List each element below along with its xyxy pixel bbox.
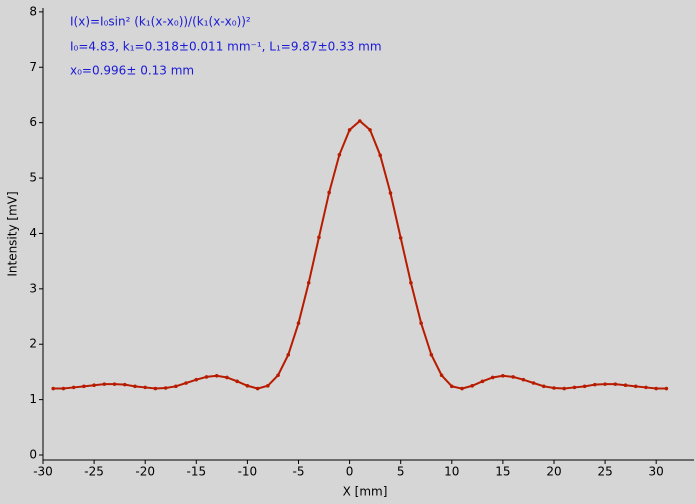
x-tick-label: -30 xyxy=(33,465,53,479)
data-point xyxy=(644,385,648,390)
data-point xyxy=(439,373,444,378)
data-point xyxy=(613,382,618,386)
data-point xyxy=(552,386,556,390)
data-point xyxy=(306,280,311,285)
data-point xyxy=(143,385,147,390)
data-point xyxy=(163,386,168,390)
data-point xyxy=(419,321,423,325)
data-point xyxy=(501,374,505,378)
data-point xyxy=(541,384,546,389)
data-point xyxy=(490,375,495,380)
x-tick-label: 25 xyxy=(597,465,612,479)
y-tick-label: 7 xyxy=(29,60,37,74)
data-point xyxy=(531,381,536,385)
data-point xyxy=(623,383,628,388)
data-point xyxy=(654,386,658,391)
data-point xyxy=(122,382,127,387)
x-tick-label: 20 xyxy=(546,465,561,479)
y-tick-label: 4 xyxy=(29,226,37,240)
data-point xyxy=(429,352,434,357)
x-tick-label: -10 xyxy=(238,465,258,479)
y-tick-label: 6 xyxy=(29,115,37,129)
x-tick-label: 10 xyxy=(444,465,459,479)
data-point xyxy=(327,190,331,195)
x-tick-label: 0 xyxy=(346,465,354,479)
data-point xyxy=(82,384,86,389)
data-point xyxy=(337,152,342,157)
data-point xyxy=(347,128,352,132)
data-point xyxy=(194,377,199,382)
x-tick-label: 30 xyxy=(649,465,664,479)
data-point xyxy=(133,384,137,389)
data-point xyxy=(593,382,597,387)
data-point xyxy=(51,386,56,391)
data-point xyxy=(572,385,577,390)
data-point xyxy=(184,381,188,385)
data-point xyxy=(470,383,475,388)
data-point xyxy=(174,384,178,389)
x-axis-label: X [mm] xyxy=(343,485,388,499)
data-point xyxy=(255,386,260,391)
data-point xyxy=(61,386,66,391)
annotation: I(x)=I₀sin² (k₁(x-x₀))/(k₁(x-x₀))² xyxy=(70,15,251,29)
data-point xyxy=(521,377,526,382)
y-tick-label: 0 xyxy=(29,448,37,462)
data-point xyxy=(317,235,321,240)
data-point xyxy=(266,383,270,388)
data-point xyxy=(633,384,638,389)
y-tick-label: 1 xyxy=(29,392,37,406)
data-point xyxy=(225,375,229,380)
data-point xyxy=(92,383,96,388)
data-point xyxy=(562,386,567,391)
data-point xyxy=(296,321,301,325)
data-point xyxy=(112,382,117,386)
data-point xyxy=(378,153,383,158)
data-point xyxy=(153,386,158,391)
x-tick-label: -15 xyxy=(186,465,206,479)
data-point xyxy=(102,382,107,386)
y-tick-label: 3 xyxy=(29,281,37,295)
y-tick-label: 5 xyxy=(29,171,37,185)
x-tick-label: 5 xyxy=(397,465,405,479)
data-point xyxy=(582,384,587,389)
data-point xyxy=(388,191,393,195)
data-point xyxy=(204,375,209,379)
data-point xyxy=(245,383,250,388)
data-point xyxy=(358,119,362,123)
y-tick-label: 8 xyxy=(29,4,37,18)
data-point xyxy=(603,382,607,386)
x-tick-label: -20 xyxy=(135,465,155,479)
data-point xyxy=(449,384,454,389)
data-point xyxy=(235,379,239,384)
data-point xyxy=(276,373,280,378)
data-point xyxy=(664,386,669,391)
data-point xyxy=(511,375,515,379)
y-tick-label: 2 xyxy=(29,337,37,351)
data-point xyxy=(71,385,76,390)
x-tick-label: -25 xyxy=(84,465,104,479)
y-axis-label: Intensity [mV] xyxy=(6,191,20,276)
data-point xyxy=(214,374,219,378)
data-point xyxy=(368,128,372,132)
data-point xyxy=(286,352,291,357)
data-point xyxy=(480,379,485,384)
data-point xyxy=(398,236,403,240)
data-point xyxy=(409,280,413,285)
data-point xyxy=(460,386,464,391)
x-tick-label: -5 xyxy=(293,465,305,479)
x-tick-label: 15 xyxy=(495,465,510,479)
annotation: x₀=0.996± 0.13 mm xyxy=(70,64,194,78)
annotation: I₀=4.83, k₁=0.318±0.011 mm⁻¹, L₁=9.87±0.… xyxy=(70,40,382,54)
